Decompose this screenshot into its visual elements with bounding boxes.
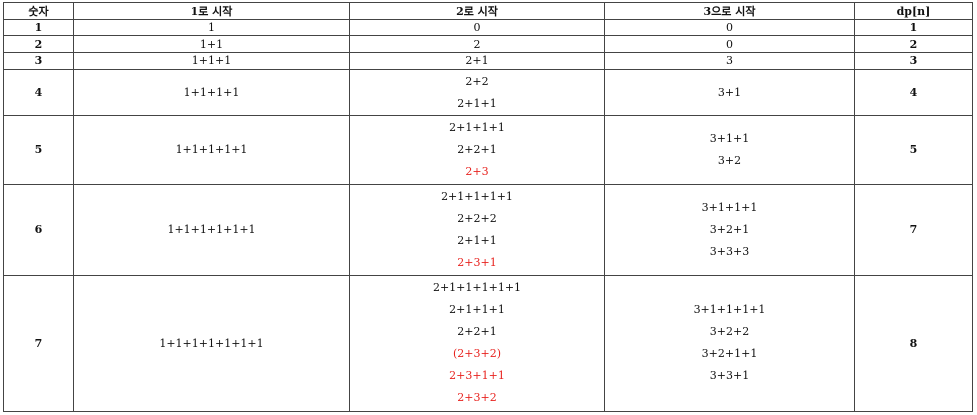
table-row: 7 1+1+1+1+1+1+1 2+1+1+1+1+1 2+1+1+1 2+2+1 (2+… <box>3 274 973 413</box>
cell-start-3: 3+1+1+1+1 3+2+2 3+2+1+1 3+3+1 <box>604 274 855 413</box>
cell-start-3: 3+1+1+1 3+2+1 3+3+3 <box>604 183 855 276</box>
expression: 2+1+1+1 <box>449 120 505 134</box>
cell-start-1: 1+1+1+1+1+1+1 <box>73 274 350 413</box>
expression: 3+1+1+1+1 <box>693 303 766 317</box>
cell-dp-value: 7 <box>854 183 973 276</box>
cell-start-1: 1+1 <box>73 35 350 53</box>
cell-dp-value: 3 <box>854 51 973 71</box>
expression: 2+1+1+1+1 <box>441 189 513 203</box>
cell-start-3: 3+1 <box>604 69 855 117</box>
expression: 3+2+2 <box>709 325 750 339</box>
dp-table: 숫자 1로 시작 2로 시작 3으로 시작 dp[n] 1 1 0 0 1 2 1+1 2 0 2… <box>3 2 973 413</box>
expression: 3+2+1 <box>709 222 750 236</box>
cell-number: 1 <box>3 18 74 37</box>
expression-highlighted: 2+3+1 <box>457 255 497 269</box>
expression: 3+2 <box>717 153 742 167</box>
cell-start-1: 1+1+1+1+1 <box>73 115 350 185</box>
cell-start-3: 0 <box>604 35 855 53</box>
expression: 2+1+1+1 <box>449 303 505 317</box>
expression: 2+2+1 <box>457 142 497 156</box>
expression: 2+1+1 <box>457 233 497 247</box>
cell-start-2: 0 <box>349 18 605 37</box>
header-row: 숫자 1로 시작 2로 시작 3으로 시작 dp[n] <box>3 2 973 20</box>
cell-number: 5 <box>3 115 74 185</box>
cell-start-2: 2+1 <box>349 51 605 71</box>
header-number: 숫자 <box>3 2 74 20</box>
cell-start-1: 1+1+1+1 <box>73 69 350 117</box>
header-dp: dp[n] <box>854 2 973 20</box>
expression: 3+1 <box>717 86 742 100</box>
cell-dp-value: 5 <box>854 115 973 185</box>
cell-dp-value: 1 <box>854 18 973 37</box>
expression: 0 <box>726 37 733 51</box>
cell-start-1: 1+1+1 <box>73 51 350 71</box>
cell-number: 2 <box>3 35 74 53</box>
cell-start-2: 2+1+1+1 2+2+1 2+3 <box>349 115 605 185</box>
header-start-3: 3으로 시작 <box>604 2 855 20</box>
table-row: 4 1+1+1+1 2+2 2+1+1 3+1 4 <box>3 69 973 117</box>
expression-highlighted: 2+3 <box>465 164 489 178</box>
expression-highlighted: (2+3+2) <box>452 347 501 361</box>
table-row: 3 1+1+1 2+1 3 3 <box>3 51 973 71</box>
cell-start-2: 2+1+1+1+1+1 2+1+1+1 2+2+1 (2+3+2) 2+3+1+1 2+3… <box>349 274 605 413</box>
expression: 3+2+1+1 <box>701 347 758 361</box>
expression: 2+1 <box>465 54 489 68</box>
cell-start-3: 3 <box>604 51 855 71</box>
expression: 3+3+1 <box>709 369 750 383</box>
expression: 2+1+1+1+1+1 <box>432 281 522 295</box>
cell-dp-value: 8 <box>854 274 973 413</box>
expression: 2+2 <box>465 74 489 88</box>
expression: 2+2+1 <box>457 325 497 339</box>
cell-dp-value: 4 <box>854 69 973 117</box>
expression: 0 <box>726 21 733 35</box>
cell-number: 7 <box>3 274 74 413</box>
expression: 2 <box>473 37 481 51</box>
cell-number: 3 <box>3 51 74 71</box>
cell-start-2: 2 <box>349 35 605 53</box>
cell-start-1: 1+1+1+1+1+1 <box>73 183 350 276</box>
expression-highlighted: 2+3+1+1 <box>449 369 505 383</box>
cell-number: 6 <box>3 183 74 276</box>
expression: 0 <box>473 21 481 35</box>
expression: 3 <box>726 54 733 68</box>
expression: 2+1+1 <box>457 96 497 110</box>
header-start-2: 2로 시작 <box>349 2 605 20</box>
expression: 3+1+1+1 <box>701 200 758 214</box>
expression-highlighted: 2+3+2 <box>457 391 497 405</box>
expression: 3+3+3 <box>709 244 750 258</box>
table-row: 6 1+1+1+1+1+1 2+1+1+1+1 2+2+2 2+1+1 2+3+1 3+1+… <box>3 183 973 276</box>
cell-start-3: 3+1+1 3+2 <box>604 115 855 185</box>
cell-number: 4 <box>3 69 74 117</box>
cell-start-1: 1 <box>73 18 350 37</box>
expression: 2+2+2 <box>457 211 497 225</box>
cell-dp-value: 2 <box>854 35 973 53</box>
cell-start-3: 0 <box>604 18 855 37</box>
cell-start-2: 2+1+1+1+1 2+2+2 2+1+1 2+3+1 <box>349 183 605 276</box>
table-row: 5 1+1+1+1+1 2+1+1+1 2+2+1 2+3 3+1+1 3+2 5 <box>3 115 973 185</box>
header-start-1: 1로 시작 <box>73 2 350 20</box>
table-row: 2 1+1 2 0 2 <box>3 35 973 53</box>
cell-start-2: 2+2 2+1+1 <box>349 69 605 117</box>
expression: 3+1+1 <box>709 131 750 145</box>
